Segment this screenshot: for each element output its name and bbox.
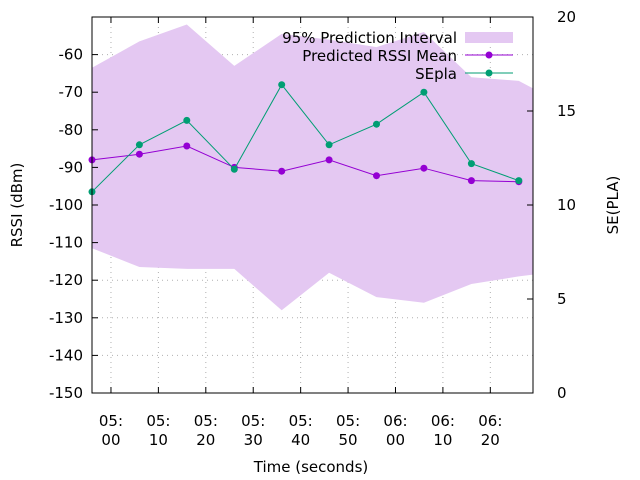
series-group bbox=[88, 81, 523, 196]
series-point-sepla bbox=[230, 165, 238, 173]
x-tick-label: 30 bbox=[244, 431, 263, 449]
y2-tick-label: 10 bbox=[557, 196, 576, 214]
x-tick-label: 20 bbox=[481, 431, 500, 449]
y2-tick-label: 15 bbox=[557, 102, 576, 120]
series-point-sepla bbox=[515, 177, 523, 185]
y-tick-label: -150 bbox=[49, 384, 83, 402]
series-point-sepla bbox=[420, 88, 428, 96]
y2-tick-label: 5 bbox=[557, 290, 567, 308]
x-tick-label: 05: bbox=[289, 412, 313, 430]
series-point-sepla bbox=[325, 141, 333, 149]
legend-marker-sepla bbox=[485, 69, 493, 77]
legend: 95% Prediction Interval Predicted RSSI M… bbox=[282, 29, 513, 83]
x-tick-label: 10 bbox=[149, 431, 168, 449]
series-line-sepla bbox=[91, 83, 519, 193]
x-tick-label: 05: bbox=[336, 412, 360, 430]
axis-ticks: -60 -70 -80 -90 -100 -110 -120 -130 -140 -150 0 5 10… bbox=[49, 8, 576, 449]
x-tick-label: 00 bbox=[386, 431, 405, 449]
series-point-mean bbox=[373, 172, 380, 180]
series-point-mean bbox=[135, 150, 143, 158]
x-tick-label: 05: bbox=[194, 412, 218, 430]
y-tick-label: -130 bbox=[49, 309, 83, 327]
series-line-mean bbox=[91, 145, 519, 183]
x-tick-label: 10 bbox=[433, 431, 452, 449]
x-tick-label: 05: bbox=[99, 412, 123, 430]
y-tick-label: -120 bbox=[49, 271, 83, 289]
y-axis-label: RSSI (dBm) bbox=[8, 163, 26, 248]
series-point-mean bbox=[325, 156, 333, 164]
series-point-mean bbox=[183, 142, 191, 150]
legend-label-sepla: SEpla bbox=[415, 65, 457, 83]
y-tick-label: -100 bbox=[49, 196, 83, 214]
x-tick-label: 20 bbox=[196, 431, 215, 449]
x-tick-label: 06: bbox=[431, 412, 455, 430]
series-point-mean bbox=[467, 177, 475, 185]
x-tick-label: 50 bbox=[339, 431, 358, 449]
series-point-sepla bbox=[467, 160, 475, 168]
legend-marker-mean bbox=[485, 51, 493, 59]
series-point-sepla bbox=[278, 81, 286, 89]
y-tick-label: -70 bbox=[59, 83, 84, 101]
y-tick-label: -80 bbox=[59, 121, 84, 139]
series-point-mean bbox=[420, 164, 428, 172]
prediction-interval-band bbox=[92, 24, 533, 311]
x-tick-label: 00 bbox=[101, 431, 120, 449]
x-tick-label: 06: bbox=[478, 412, 502, 430]
y2-tick-label: 0 bbox=[557, 384, 567, 402]
legend-label-mean: Predicted RSSI Mean bbox=[302, 47, 457, 65]
series-point-mean bbox=[278, 167, 286, 175]
x-tick-label: 05: bbox=[241, 412, 265, 430]
y-tick-label: -140 bbox=[49, 346, 83, 364]
y2-tick-label: 20 bbox=[557, 8, 576, 26]
series-point-sepla bbox=[373, 120, 380, 128]
y2-axis-label: SE(PLA) bbox=[604, 176, 622, 235]
y-tick-label: -60 bbox=[59, 46, 84, 64]
legend-label-band: 95% Prediction Interval bbox=[282, 29, 457, 47]
x-tick-label: 40 bbox=[291, 431, 310, 449]
series-point-sepla bbox=[183, 116, 191, 124]
x-tick-label: 06: bbox=[383, 412, 407, 430]
series-point-sepla bbox=[135, 141, 143, 149]
legend-swatch-band bbox=[465, 32, 513, 43]
y-tick-label: -110 bbox=[49, 234, 83, 252]
y-tick-label: -90 bbox=[59, 158, 84, 176]
x-tick-label: 05: bbox=[146, 412, 170, 430]
x-axis-label: Time (seconds) bbox=[253, 458, 369, 476]
